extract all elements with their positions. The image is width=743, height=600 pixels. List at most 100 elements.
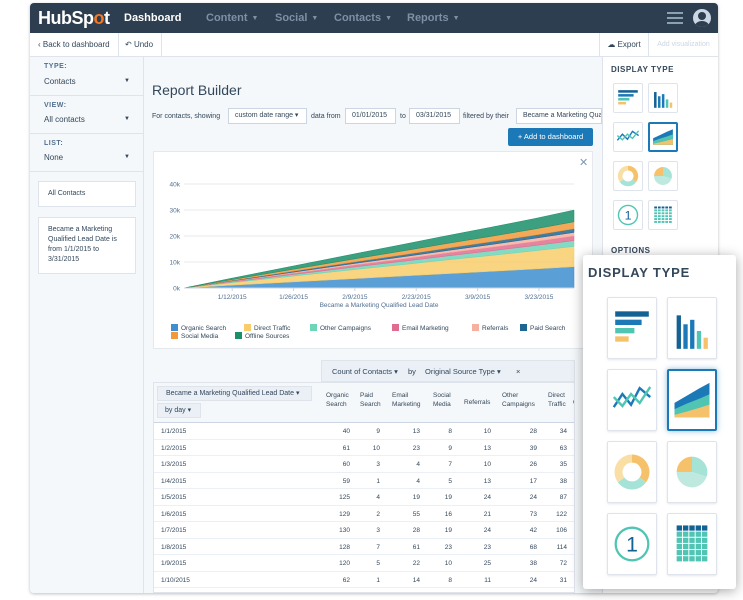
table-row: 1/9/2015 120 5 22 10 25 38 72 bbox=[154, 555, 574, 572]
icon-bar bbox=[618, 94, 634, 97]
area-chart-tile[interactable] bbox=[648, 122, 678, 152]
measure-select[interactable]: Count of Contacts ▾ bbox=[332, 367, 398, 376]
icon-table-cell bbox=[689, 543, 695, 550]
date-to-input[interactable]: 03/31/2015 bbox=[409, 108, 460, 124]
column-header[interactable]: O bbox=[573, 398, 574, 407]
vertical-bar-tile[interactable] bbox=[648, 83, 678, 113]
horizontal-bar-tile-large[interactable] bbox=[607, 297, 657, 359]
view-select[interactable]: All contacts ▼ bbox=[44, 115, 130, 124]
icon-bar bbox=[654, 92, 657, 108]
pie-chart-tile[interactable] bbox=[648, 161, 678, 191]
icon-table-cell bbox=[657, 212, 661, 215]
pie-chart-tile-large[interactable] bbox=[667, 441, 717, 503]
icon-pie-slice bbox=[654, 167, 663, 176]
icon-donut-segment bbox=[631, 454, 650, 483]
number-tile-large[interactable]: 1 bbox=[607, 513, 657, 575]
icon-table-cell bbox=[654, 220, 657, 223]
table-cell: 8 bbox=[448, 428, 452, 435]
table-tile[interactable] bbox=[648, 200, 678, 230]
export-button[interactable]: ☁ Export bbox=[599, 33, 648, 57]
table-cell: 4 bbox=[376, 494, 380, 501]
table-cell: 4 bbox=[416, 477, 420, 485]
vertical-bar-tile-large[interactable] bbox=[667, 297, 717, 359]
icon-table-cell bbox=[695, 550, 702, 556]
nav-content[interactable]: Content ▼ bbox=[206, 12, 259, 24]
filter-card-all-contacts[interactable]: All Contacts bbox=[38, 181, 136, 207]
line-chart-tile[interactable] bbox=[613, 122, 643, 152]
column-header[interactable]: Paid Search bbox=[360, 392, 381, 408]
group-by-select[interactable]: by day ▾ bbox=[157, 403, 201, 418]
icon-bar bbox=[665, 99, 669, 108]
vertical-bar-icon bbox=[654, 92, 673, 108]
icon-table-cell bbox=[689, 531, 695, 537]
table-cell: 10 bbox=[372, 444, 380, 452]
area-chart-tile-large[interactable] bbox=[667, 369, 717, 431]
icon-number-glyph: 1 bbox=[625, 208, 632, 222]
icon-table-cell bbox=[682, 531, 689, 537]
nav-reports[interactable]: Reports ▼ bbox=[407, 12, 460, 24]
icon-pie-slice bbox=[676, 472, 707, 488]
avatar[interactable] bbox=[693, 9, 711, 27]
column-header[interactable]: Social Media bbox=[433, 392, 451, 408]
nav-contacts[interactable]: Contacts ▼ bbox=[334, 12, 392, 24]
x-tick-label: 3/23/2015 bbox=[524, 294, 553, 301]
legend-item: Direct Traffic bbox=[244, 324, 290, 332]
icon-donut-segment bbox=[627, 165, 639, 182]
donut-chart-tile[interactable] bbox=[613, 161, 643, 191]
icon-number-glyph: 1 bbox=[626, 533, 638, 556]
column-header[interactable]: Referrals bbox=[464, 399, 491, 406]
line-chart-tile-large[interactable] bbox=[607, 369, 657, 431]
table-tile-large[interactable] bbox=[667, 513, 717, 575]
table-cell: 114 bbox=[556, 543, 567, 551]
hubspot-logo[interactable]: HubSpot bbox=[38, 8, 110, 28]
icon-table-cell bbox=[657, 215, 661, 218]
icon-table-cell bbox=[665, 215, 669, 218]
add-visualization-button[interactable]: Add visualization bbox=[648, 33, 718, 57]
table-icon bbox=[654, 206, 672, 223]
icon-table-cell bbox=[661, 218, 665, 221]
nav-social[interactable]: Social ▼ bbox=[275, 12, 319, 24]
date-range-select[interactable]: custom date range ▾ bbox=[228, 108, 307, 124]
options-heading: OPTIONS bbox=[611, 246, 651, 255]
icon-table-cell bbox=[676, 531, 683, 537]
divider bbox=[30, 133, 144, 134]
legend-item: Offline Sources bbox=[235, 332, 289, 340]
icon-table-cell bbox=[701, 550, 708, 556]
icon-line bbox=[616, 130, 640, 141]
icon-bar bbox=[618, 98, 630, 101]
filter-card-mql-date[interactable]: Became a Marketing Qualified Lead Date i… bbox=[38, 217, 136, 274]
table-cell: 38 bbox=[529, 560, 537, 567]
legend-item: Email Marketing bbox=[392, 324, 449, 332]
chevron-down-icon: ▼ bbox=[385, 15, 392, 22]
row-dimension-select[interactable]: Became a Marketing Qualified Lead Date ▾ bbox=[157, 386, 312, 401]
column-header[interactable]: Email Marketing bbox=[392, 392, 421, 408]
column-header[interactable]: Organic Search bbox=[326, 392, 349, 408]
column-header[interactable]: Direct Traffic bbox=[548, 392, 566, 408]
add-to-dashboard-button[interactable]: + Add to dashboard bbox=[508, 128, 593, 146]
icon-table-cell bbox=[657, 220, 661, 223]
donut-chart-tile-large[interactable] bbox=[607, 441, 657, 503]
table-cell: 7 bbox=[448, 461, 452, 468]
y-tick-label: 0k bbox=[173, 286, 181, 293]
nav-dashboard[interactable]: Dashboard bbox=[124, 12, 182, 24]
table-cell: 23 bbox=[444, 543, 452, 551]
menu-icon[interactable] bbox=[667, 12, 683, 24]
close-icon[interactable]: ✕ bbox=[579, 157, 589, 169]
type-select[interactable]: Contacts ▼ bbox=[44, 77, 130, 86]
area-series-offline-sources[interactable] bbox=[183, 209, 575, 289]
icon-bar bbox=[615, 328, 635, 334]
dimension-select[interactable]: Original Source Type ▾ bbox=[425, 367, 501, 376]
date-from-input[interactable]: 01/01/2015 bbox=[345, 108, 396, 124]
horizontal-bar-tile[interactable] bbox=[613, 83, 643, 113]
number-tile[interactable]: 1 bbox=[613, 200, 643, 230]
table-row: 1/7/2015 130 3 28 19 24 42 106 bbox=[154, 522, 574, 539]
filter-field-select[interactable]: Became a Marketing Qualified Lead Date bbox=[516, 108, 602, 124]
icon-table-cell bbox=[654, 212, 657, 215]
remove-dimension-icon[interactable]: × bbox=[516, 367, 521, 376]
icon-number-ring bbox=[617, 204, 639, 226]
column-header[interactable]: Other Campaigns bbox=[502, 392, 535, 408]
table-cell: 122 bbox=[556, 510, 567, 518]
back-to-dashboard-button[interactable]: ‹ Back to dashboard bbox=[30, 33, 119, 57]
list-select[interactable]: None ▼ bbox=[44, 153, 130, 162]
undo-button[interactable]: ↶ Undo bbox=[117, 33, 163, 57]
